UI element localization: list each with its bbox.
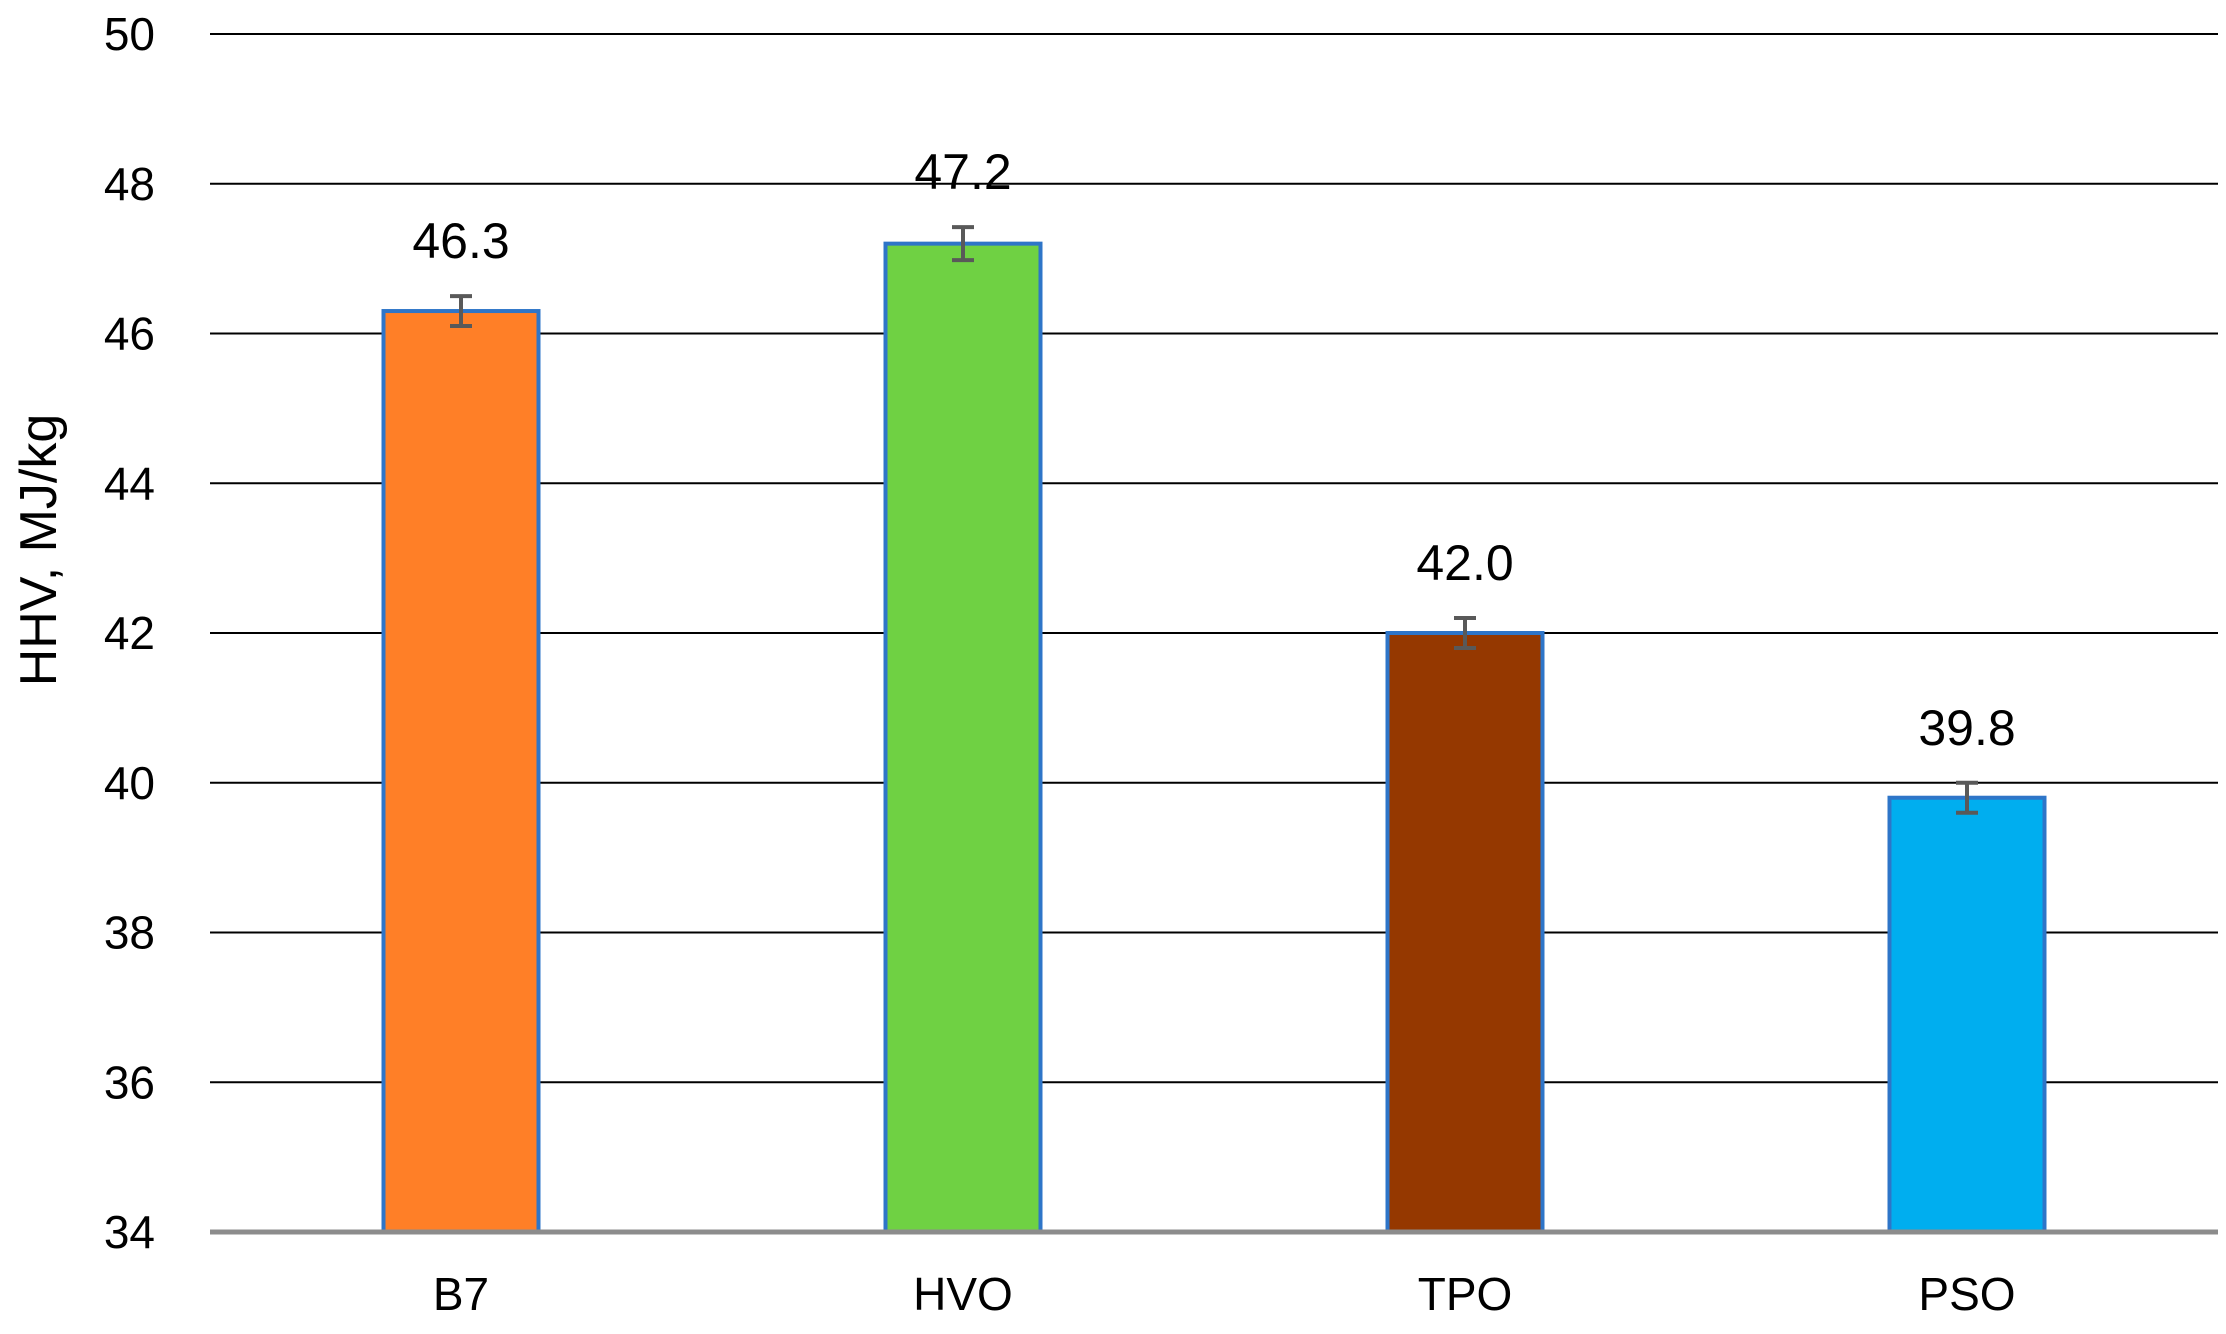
data-label: 42.0 bbox=[1416, 535, 1513, 591]
y-tick-label: 48 bbox=[104, 158, 155, 210]
bar-hvo bbox=[883, 241, 1043, 1234]
x-tick-label: TPO bbox=[1418, 1268, 1513, 1320]
error-bar bbox=[450, 294, 472, 329]
y-tick-label: 34 bbox=[104, 1206, 155, 1258]
bar-tpo bbox=[1385, 631, 1545, 1234]
bar-pso bbox=[1887, 795, 2047, 1234]
y-tick-label: 50 bbox=[104, 8, 155, 60]
bars bbox=[381, 225, 2047, 1235]
y-tick-label: 38 bbox=[104, 907, 155, 959]
bar-b7 bbox=[381, 309, 541, 1235]
x-tick-label: HVO bbox=[913, 1268, 1013, 1320]
y-tick-label: 42 bbox=[104, 607, 155, 659]
x-tick-label: PSO bbox=[1918, 1268, 2015, 1320]
error-bar bbox=[1454, 616, 1476, 650]
gridlines bbox=[210, 33, 2218, 1084]
data-label: 46.3 bbox=[412, 213, 509, 269]
error-bar bbox=[1956, 780, 1978, 815]
x-tick-label: B7 bbox=[433, 1268, 489, 1320]
y-tick-label: 46 bbox=[104, 308, 155, 360]
error-bar bbox=[952, 225, 974, 263]
y-axis-title: HHV, MJ/kg bbox=[10, 414, 68, 687]
data-label: 39.8 bbox=[1918, 700, 2015, 756]
labels: 34 36 38 40 42 44 46 48 50 46.3 B7 47.2 HVO 42.0 TPO 39… bbox=[104, 8, 2016, 1320]
y-tick-label: 44 bbox=[104, 457, 155, 509]
data-label: 47.2 bbox=[914, 144, 1011, 200]
y-tick-label: 36 bbox=[104, 1056, 155, 1108]
y-tick-label: 40 bbox=[104, 757, 155, 809]
